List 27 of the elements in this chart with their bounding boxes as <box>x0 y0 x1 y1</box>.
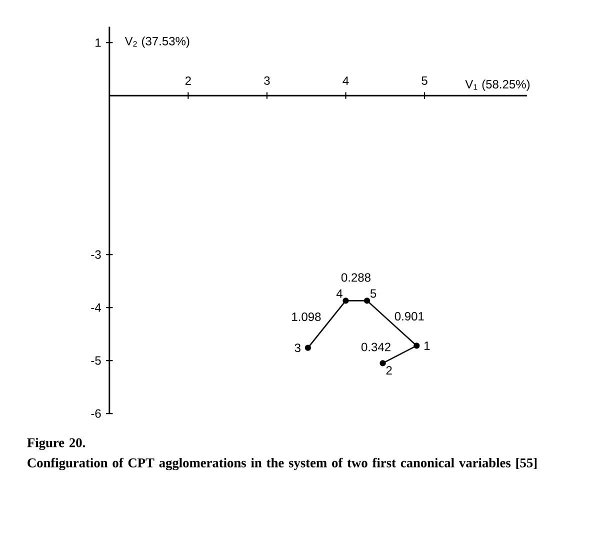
annotation: 1 <box>424 342 430 350</box>
y-tick-label: -4 <box>91 303 101 312</box>
y-tick-label: -5 <box>91 356 101 365</box>
annotation: 2 <box>386 366 392 375</box>
x-tick-label: 3 <box>264 76 270 85</box>
annotation: 0.288 <box>341 273 370 282</box>
annotation: 0.901 <box>394 312 424 321</box>
y-tick-label: -3 <box>91 250 101 259</box>
y-axis-title: V$_{2}$ (37.53%) <box>124 36 190 48</box>
annotation: 5 <box>370 289 376 298</box>
y-tick-label: -6 <box>91 409 101 418</box>
x-tick-label: 2 <box>185 76 191 85</box>
annotation: 0.342 <box>361 342 390 352</box>
point <box>304 344 311 351</box>
text: Configuration of CPT agglomerations in the system of two first canonical variables [55] <box>28 458 537 470</box>
x-axis-title: V$_{1}$ (58.25%) <box>465 80 530 91</box>
annotation: 3 <box>294 344 300 352</box>
point <box>414 342 420 349</box>
point <box>380 360 386 366</box>
annotation: 4 <box>336 289 342 298</box>
annotation: 1.098 <box>292 312 321 322</box>
point <box>342 298 349 304</box>
caption: Figure 20. <box>27 438 86 450</box>
x-tick-label: 5 <box>422 76 428 85</box>
y-tick-label: 1 <box>96 38 101 47</box>
x-tick-label: 4 <box>342 76 349 85</box>
point <box>364 298 370 304</box>
